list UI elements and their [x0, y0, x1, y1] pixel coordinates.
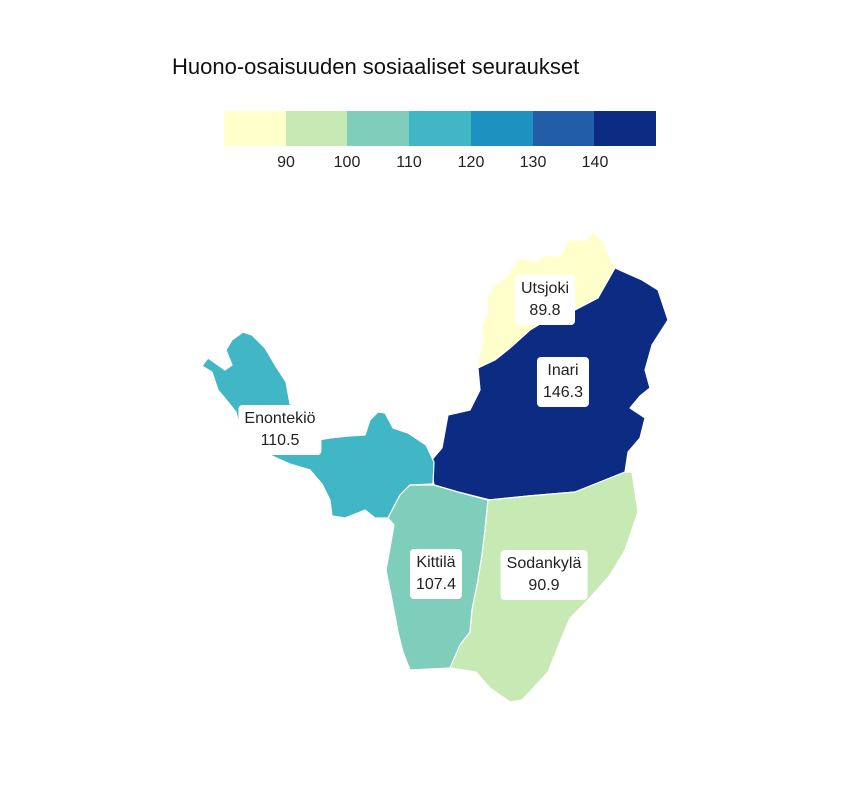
- legend-swatch-5: [470, 111, 533, 146]
- legend-swatch-1: [224, 111, 286, 146]
- legend-tick-110: 110: [396, 154, 422, 171]
- legend-swatch-4: [409, 111, 471, 146]
- map-title: Huono-osaisuuden sosiaaliset seuraukset: [172, 54, 580, 79]
- region-name-sodankyla: Sodankylä: [506, 555, 582, 572]
- legend-tick-90: 90: [277, 154, 295, 171]
- label-sodankyla: Sodankylä 90.9: [500, 550, 588, 600]
- region-value-kittila: 107.4: [415, 576, 457, 593]
- region-name-utsjoki: Utsjoki: [520, 280, 570, 297]
- region-name-kittila: Kittilä: [416, 554, 456, 571]
- region-name-inari: Inari: [547, 362, 579, 379]
- legend-swatch-3: [347, 111, 410, 146]
- color-legend: 90 100 110 120 130 140: [224, 111, 657, 181]
- region-value-sodankyla: 90.9: [528, 577, 560, 594]
- legend-swatch-2: [285, 111, 348, 146]
- region-name-enontekio: Enontekiö: [244, 410, 316, 427]
- region-value-enontekio: 110.5: [260, 432, 300, 449]
- region-value-utsjoki: 89.8: [529, 302, 561, 319]
- legend-swatch-7: [594, 111, 657, 146]
- legend-tick-100: 100: [333, 154, 361, 171]
- label-kittila: Kittilä 107.4: [409, 549, 463, 599]
- region-value-inari: 146.3: [542, 384, 584, 401]
- legend-swatch-6: [532, 111, 595, 146]
- label-inari: Inari 146.3: [536, 357, 590, 407]
- label-utsjoki: Utsjoki 89.8: [514, 275, 576, 325]
- legend-tick-130: 130: [519, 154, 547, 171]
- legend-color-bar: [224, 111, 657, 146]
- legend-tick-140: 140: [581, 154, 609, 171]
- legend-tick-120: 120: [457, 154, 485, 171]
- label-enontekio: Enontekiö 110.5: [238, 405, 322, 455]
